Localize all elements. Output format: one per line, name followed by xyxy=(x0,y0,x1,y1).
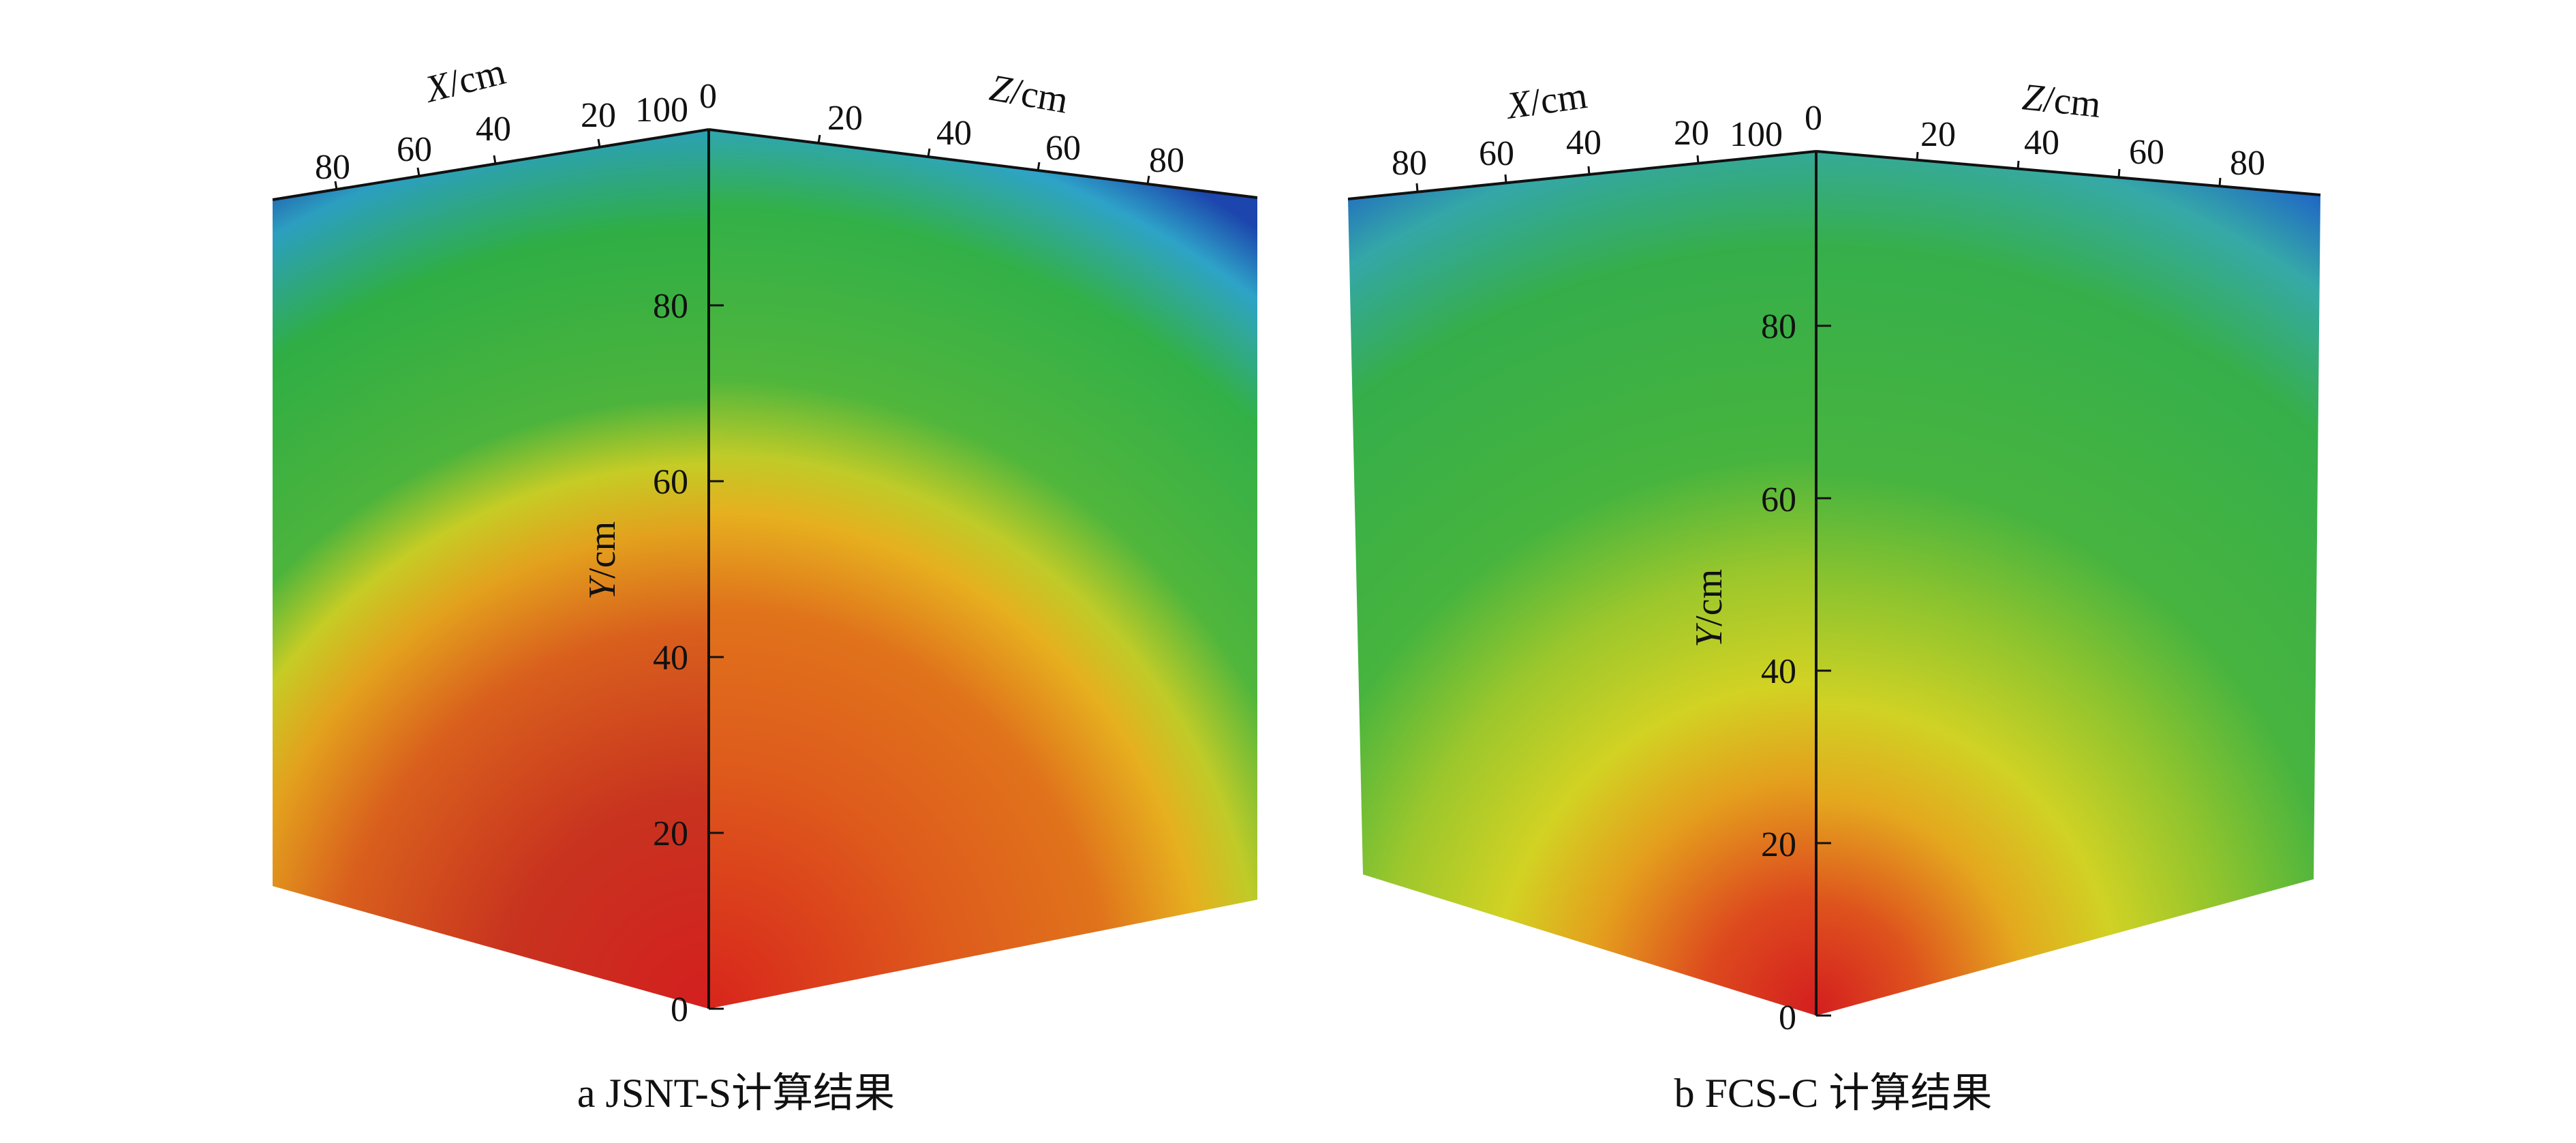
panel-b-x-axis-title: X/cm xyxy=(1503,74,1590,127)
panel-b-z-tick-label: 80 xyxy=(2230,144,2265,183)
panel-b-y-axis-title: Y/cm xyxy=(1688,569,1730,647)
panel-a-y-tick-label: 40 xyxy=(653,639,688,677)
panel-b-y-tick-label: 20 xyxy=(1761,825,1796,864)
panel-a-z-axis-unit: /cm xyxy=(1007,70,1071,122)
panel-a-y-ticks: 0 20 40 60 80 xyxy=(653,287,724,1029)
panel-a: 80 60 40 20 100 X/cm 0 20 40 60 80 Z/cm xyxy=(272,50,1258,1116)
panel-b-x-axis-unit: /cm xyxy=(1527,74,1590,124)
panel-b-right-face xyxy=(1816,151,2320,1016)
panel-a-z-tick-label: 20 xyxy=(827,99,863,138)
panel-a-z-ticks: 0 20 40 60 80 xyxy=(699,77,1184,185)
panel-a-x-tick-label: 40 xyxy=(476,110,511,149)
panel-a-z-tick xyxy=(817,134,821,144)
panel-b-y-tick-label: 40 xyxy=(1761,652,1796,691)
panel-b-z-tick-label: 0 xyxy=(1805,99,1822,138)
panel-b-z-axis-var: Z xyxy=(2021,76,2046,120)
panel-b-x-tick-label: 60 xyxy=(1479,134,1514,173)
panel-b-x-tick-label: 80 xyxy=(1392,144,1427,183)
panel-a-z-tick-label: 80 xyxy=(1149,141,1184,180)
panel-a-z-tick xyxy=(1037,162,1041,171)
panel-a-x-tick-label: 20 xyxy=(581,96,616,135)
panel-b-z-tick-label: 40 xyxy=(2024,123,2059,162)
panel-b: 80 60 40 20 100 X/cm 0 20 40 60 80 Z/cm xyxy=(1347,74,2321,1116)
panel-b-z-tick xyxy=(1916,151,1919,161)
panel-a-x-tick-label: 60 xyxy=(397,130,432,169)
panel-b-left-face xyxy=(1348,151,1816,1016)
panel-a-right-face xyxy=(709,129,1257,1009)
panel-b-caption: b FCS-C 计算结果 xyxy=(1674,1071,1993,1116)
panel-b-y-tick-label: 0 xyxy=(1779,999,1796,1037)
panel-a-y-axis-title: Y/cm xyxy=(581,521,624,600)
panel-a-x-tick-label: 80 xyxy=(315,148,350,187)
panel-b-y-tick-label: 60 xyxy=(1761,481,1796,519)
panel-b-z-axis-title: Z/cm xyxy=(2021,76,2103,126)
panel-a-caption: a JSNT-S计算结果 xyxy=(577,1071,895,1116)
panel-a-x-tick xyxy=(334,181,338,190)
panel-a-z-tick-label: 60 xyxy=(1045,129,1081,168)
panel-a-y-tick-label: 80 xyxy=(653,287,688,326)
panel-a-y-tick-label: 0 xyxy=(671,990,688,1029)
panel-a-x-ticks: 80 60 40 20 100 xyxy=(315,91,688,190)
panel-b-z-axis-unit: /cm xyxy=(2042,78,2103,126)
panel-b-x-tick-label: 20 xyxy=(1674,114,1709,153)
panel-b-y-axis-var: Y xyxy=(1688,622,1730,647)
panel-b-z-tick-label: 60 xyxy=(2129,133,2164,172)
panel-a-y-tick-label: 60 xyxy=(653,463,688,502)
panel-b-x-axis-line xyxy=(1347,150,1817,200)
panel-b-x-tick-label: 40 xyxy=(1566,123,1601,162)
panel-a-y-axis-unit: /cm xyxy=(581,521,624,579)
panel-a-x-axis-title: X/cm xyxy=(420,50,510,111)
panel-b-z-tick-label: 20 xyxy=(1920,115,1956,154)
panel-a-x-tick xyxy=(493,155,497,164)
panel-a-y-axis-var: Y xyxy=(581,575,624,600)
panel-b-z-axis-line xyxy=(1815,150,2321,196)
panel-a-x-tick xyxy=(416,167,420,177)
panel-b-z-ticks: 0 20 40 60 80 xyxy=(1805,99,2265,187)
panel-a-z-axis-line xyxy=(708,128,1258,199)
panel-a-z-tick-label: 40 xyxy=(936,114,972,153)
panel-a-z-axis-title: Z/cm xyxy=(987,67,1071,122)
panel-a-z-tick xyxy=(1146,175,1150,185)
panel-b-y-axis-unit: /cm xyxy=(1688,569,1730,626)
panel-b-x-ticks: 80 60 40 20 100 xyxy=(1392,114,1783,192)
panel-a-left-face xyxy=(273,129,709,1009)
panel-a-z-tick-label: 0 xyxy=(699,77,717,116)
panel-a-x-tick xyxy=(597,138,601,148)
panel-b-z-tick xyxy=(2017,160,2020,170)
panel-a-y-tick-label: 20 xyxy=(653,814,688,853)
panel-b-y-ticks: 0 20 40 60 80 xyxy=(1761,307,1831,1037)
panel-a-x-axis-line xyxy=(272,128,709,201)
panel-a-x-axis-unit: /cm xyxy=(444,50,509,105)
panel-b-x-tick xyxy=(1504,174,1507,183)
panel-a-x-tick-label: 100 xyxy=(635,91,688,129)
panel-a-z-tick xyxy=(927,148,931,157)
panel-b-x-tick-label: 100 xyxy=(1730,115,1783,154)
panel-b-y-tick-label: 80 xyxy=(1761,307,1796,346)
